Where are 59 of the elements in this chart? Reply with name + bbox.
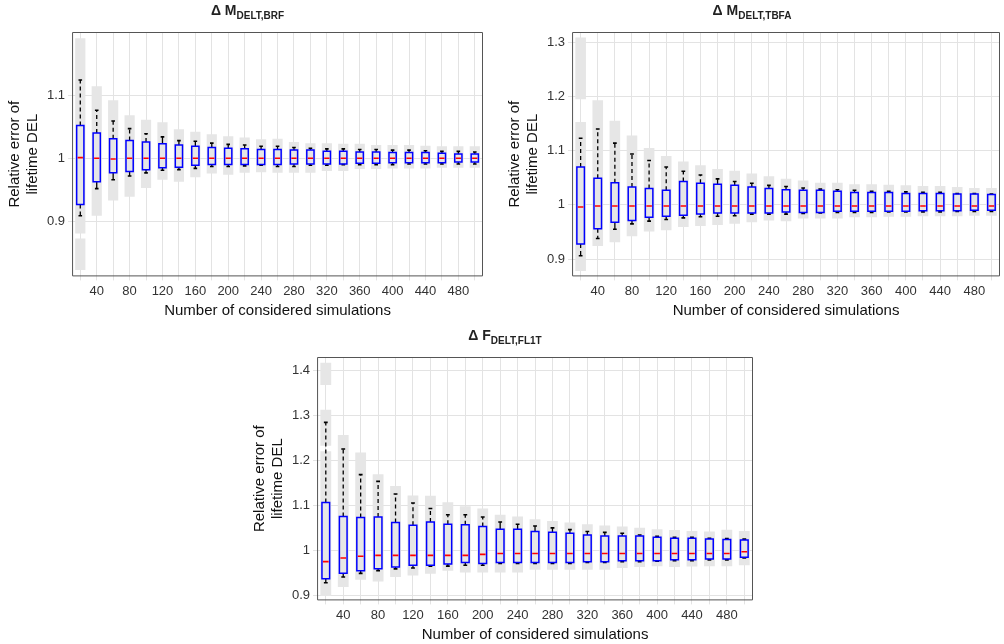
y-tick-label: 0.9 [291,587,311,603]
x-axis-title: Number of considered simulations [164,301,391,319]
x-tick-label: 40 [89,282,104,298]
x-tick-label: 320 [826,282,849,298]
x-tick-label: 360 [348,282,371,298]
x-tick-label: 40 [335,606,351,622]
x-tick-label: 240 [506,606,529,622]
x-tick-label: 200 [723,282,746,298]
x-tick-label: 400 [381,282,404,298]
x-tick-label: 160 [689,282,712,298]
x-tick-label: 200 [217,282,240,298]
x-tick-label: 80 [624,282,640,298]
y-tick-label: 1.1 [291,497,311,513]
y-tick-label: 1 [302,542,311,558]
y-axis-title: Relative error of lifetime DEL [505,100,541,208]
x-tick-label: 440 [929,282,951,298]
x-tick-label: 40 [590,282,605,298]
x-tick-label: 280 [792,282,814,298]
y-tick-label: 1.4 [291,362,311,378]
x-tick-label: 120 [655,282,678,298]
x-tick-label: 480 [715,606,738,622]
y-tick-label: 1 [557,196,566,212]
x-tick-label: 120 [402,606,424,622]
x-tick-label: 80 [122,282,137,298]
x-tick-label: 240 [758,282,780,298]
x-tick-label: 120 [151,282,174,298]
x-tick-label: 480 [447,282,470,298]
y-tick-label: 0.9 [546,250,566,266]
y-tick-label: 1.1 [46,86,66,102]
y-tick-label: 1.3 [546,33,566,49]
x-tick-label: 200 [471,606,494,622]
x-tick-label: 320 [576,606,599,622]
y-axis-title: Relative error of lifetime DEL [250,424,286,533]
y-axis-title: Relative error of lifetime DEL [5,100,41,208]
y-tick-label: 1.2 [546,88,566,104]
chart-title: Δ M$_{DELT,BRF}$ [209,2,286,21]
x-tick-label: 360 [860,282,883,298]
x-tick-label: 160 [184,282,207,298]
x-tick-label: 440 [414,282,437,298]
y-tick-label: 1.3 [291,407,311,423]
x-tick-label: 400 [895,282,917,298]
x-tick-label: 160 [437,606,459,622]
y-tick-label: 1 [57,149,66,165]
chart-title: Δ F$_{DELT,FL1T}$ [467,327,543,346]
x-tick-label: 360 [611,606,634,622]
y-tick-label: 0.9 [46,213,66,229]
chart-title: Δ M$_{DELT,TBFA}$ [711,2,793,21]
x-tick-label: 400 [646,606,668,622]
y-tick-label: 1.1 [546,142,566,158]
x-tick-label: 320 [316,282,338,298]
x-tick-label: 280 [541,606,564,622]
x-tick-label: 480 [963,282,986,298]
x-axis-title: Number of considered simulations [421,625,649,643]
y-tick-label: 1.2 [291,452,311,468]
x-tick-label: 80 [370,606,386,622]
x-tick-label: 280 [283,282,305,298]
x-tick-label: 440 [681,606,703,622]
x-tick-label: 240 [250,282,272,298]
x-axis-title: Number of considered simulations [672,301,900,319]
